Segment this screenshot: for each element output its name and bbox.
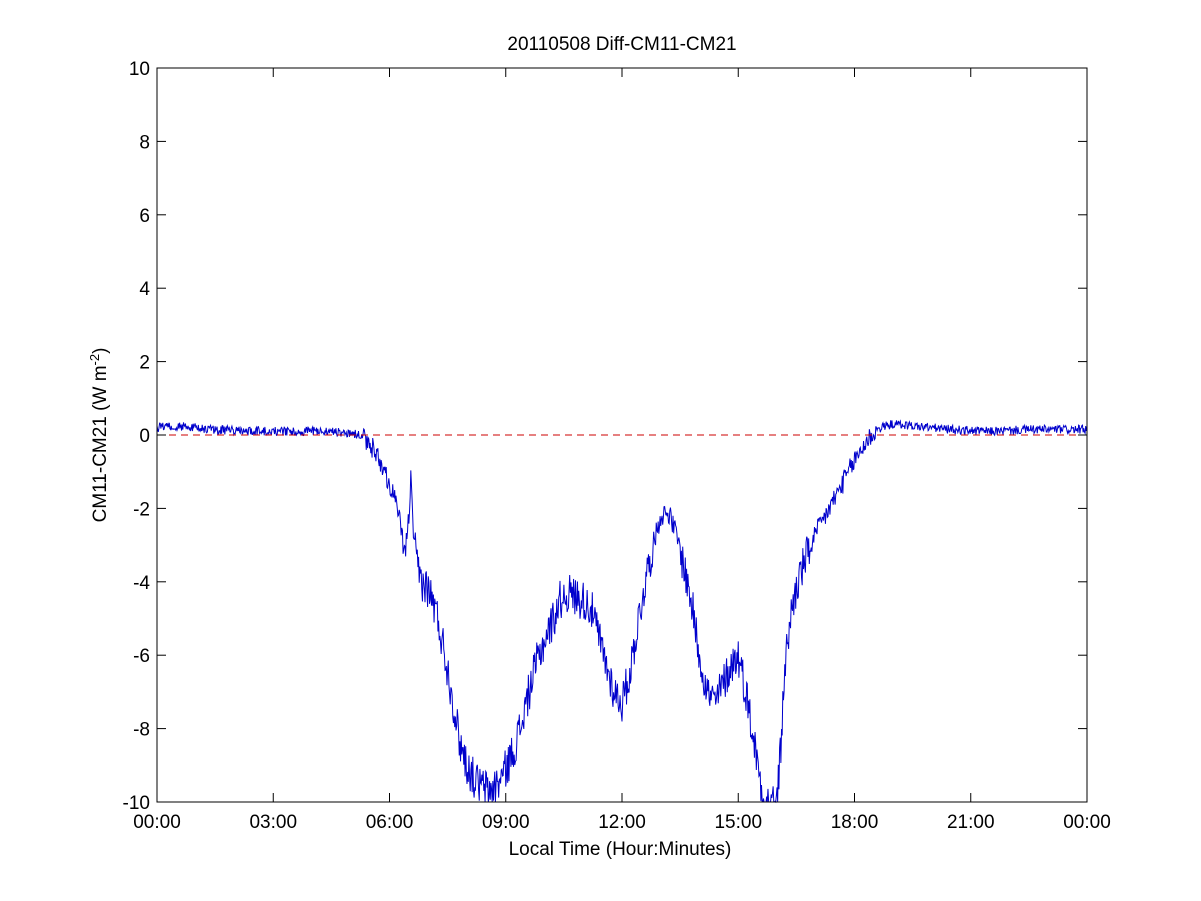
x-tick-label: 21:00 <box>947 812 995 833</box>
y-tick-label: -4 <box>133 573 150 594</box>
y-axis-title-suffix: ) <box>90 348 111 354</box>
y-axis-title-exponent: -2 <box>87 354 102 366</box>
x-axis-title: Local Time (Hour:Minutes) <box>509 839 732 860</box>
x-tick-label: 06:00 <box>366 812 414 833</box>
x-tick-label: 09:00 <box>482 812 530 833</box>
x-tick-label: 12:00 <box>598 812 646 833</box>
x-tick-label: 03:00 <box>249 812 297 833</box>
y-tick-label: 8 <box>139 132 150 153</box>
difference-series-line <box>156 419 1088 804</box>
chart-title: 20110508 Diff-CM11-CM21 <box>507 34 736 55</box>
x-tick-label: 00:00 <box>133 812 181 833</box>
series-layer <box>156 419 1088 804</box>
y-axis-title-prefix: CM11-CM21 (W m <box>90 365 111 522</box>
y-axis-title: CM11-CM21 (W m-2) <box>87 348 112 523</box>
y-tick-label: -6 <box>133 646 150 667</box>
y-tick-label: 10 <box>129 59 150 80</box>
y-tick-label: -10 <box>123 793 150 814</box>
axis-ticks: 00:00 03:00 06:00 09:00 12:00 15:00 18:00 21:00… <box>123 59 1111 833</box>
y-tick-label: -2 <box>133 499 150 520</box>
x-tick-label: 00:00 <box>1063 812 1111 833</box>
y-tick-label: 0 <box>139 426 150 447</box>
x-tick-label: 15:00 <box>714 812 762 833</box>
y-tick-label: 6 <box>139 206 150 227</box>
x-tick-label: 18:00 <box>831 812 879 833</box>
y-tick-label: -8 <box>133 720 150 741</box>
y-tick-label: 2 <box>139 353 150 374</box>
y-tick-label: 4 <box>139 279 150 300</box>
